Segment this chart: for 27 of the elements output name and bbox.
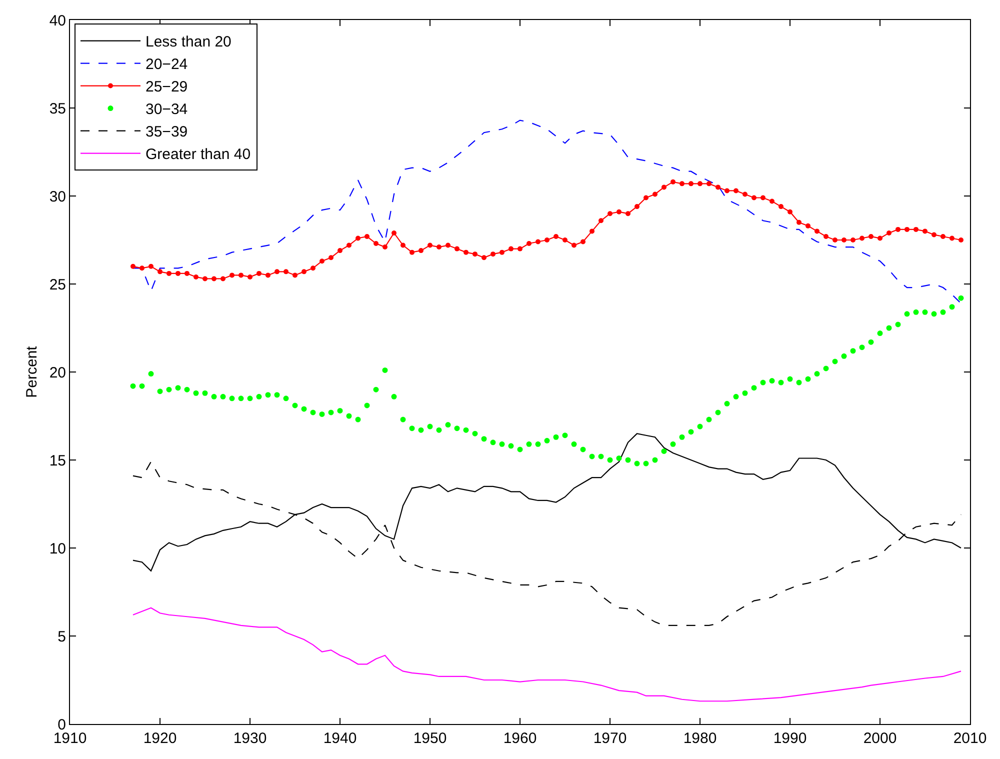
y-tick-label: 35 [49,100,66,118]
y-tick-label: 40 [49,12,66,30]
y-tick-label: 30 [49,188,66,206]
y-tick-label: 25 [49,276,66,294]
x-tick-label: 1970 [593,730,627,747]
y-axis-title: Percent [24,345,41,398]
legend-label: Greater than 40 [146,146,251,164]
line-series [132,607,962,702]
x-tick-label: 1940 [323,730,357,747]
x-tick-label: 2000 [863,730,897,747]
x-tick-label: 1960 [503,730,537,747]
legend-label: 30−34 [146,101,188,118]
x-tick-label: 1990 [773,730,807,747]
legend-label: 25−29 [146,78,188,96]
y-tick-label: 20 [49,364,66,382]
y-tick-label: 10 [49,540,66,558]
legend-label: 35−39 [146,124,188,141]
x-tick-label: 2010 [953,730,987,747]
legend-label: 20−24 [146,56,188,74]
x-tick-label: 1920 [143,730,177,747]
y-tick-label: 15 [49,452,66,470]
x-tick-label: 1980 [683,730,717,747]
x-tick-label: 1930 [233,730,267,747]
legend-label: Less than 20 [146,34,232,51]
x-tick-label: 1950 [413,730,447,747]
y-tick-label: 5 [58,628,66,646]
line-series [132,120,962,304]
